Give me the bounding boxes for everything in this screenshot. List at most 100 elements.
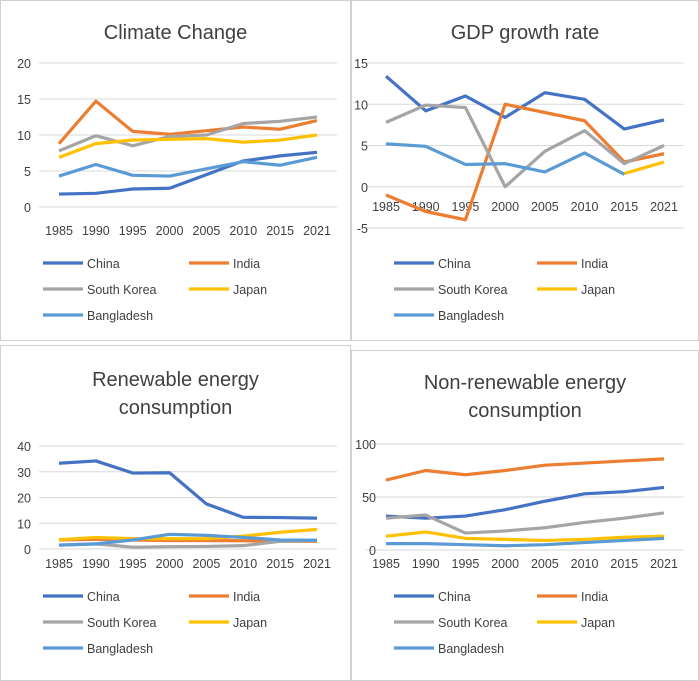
x-tick-label: 2010 <box>229 557 257 571</box>
series-line-china <box>58 150 318 196</box>
legend-item: India <box>537 257 608 271</box>
x-tick-label: 2005 <box>531 557 559 571</box>
x-tick-label: 2010 <box>571 557 599 571</box>
y-tick-label: 100 <box>355 438 376 452</box>
chart-svg: Renewable energy consumption 0 10 20 30 40 1985… <box>17 369 337 656</box>
x-tick-label: 2010 <box>229 224 257 238</box>
series-line-bangladesh <box>385 142 626 176</box>
legend-item: South Korea <box>43 616 157 630</box>
legend-item: Japan <box>189 283 267 297</box>
legend-label: Japan <box>581 616 615 630</box>
legend-label: India <box>233 590 260 604</box>
legend-label: China <box>438 257 471 271</box>
series-line-south-korea <box>385 511 665 535</box>
x-tick-label: 1990 <box>82 557 110 571</box>
legend-label: South Korea <box>438 616 508 630</box>
legend-item: India <box>189 590 260 604</box>
y-tick-label: 5 <box>361 140 368 154</box>
x-tick-label: 1995 <box>119 557 147 571</box>
series-line-japan <box>58 527 318 542</box>
y-tick-label: 0 <box>24 543 31 557</box>
series-line-japan <box>385 530 665 543</box>
y-tick-label: 15 <box>17 93 31 107</box>
x-tick-label: 2000 <box>491 200 519 214</box>
series-line-bangladesh <box>58 532 318 547</box>
y-tick-label: 0 <box>369 544 376 558</box>
x-tick-label: 2000 <box>156 224 184 238</box>
legend-item: Japan <box>537 283 615 297</box>
y-tick-label: 10 <box>354 98 368 112</box>
y-tick-label: 0 <box>24 201 31 215</box>
legend-label: India <box>581 590 608 604</box>
legend-item: Bangladesh <box>43 642 153 656</box>
legend-label: South Korea <box>87 616 157 630</box>
x-tick-label: 2015 <box>266 557 294 571</box>
y-tick-label: 15 <box>354 57 368 71</box>
x-tick-label: 1990 <box>412 200 440 214</box>
y-tick-label: -5 <box>357 222 368 236</box>
x-tick-label: 1985 <box>45 557 73 571</box>
y-tick-label: 30 <box>17 466 31 480</box>
chart-nonrenewable-energy: Non-renewable energy consumption 0 50 100 198… <box>351 350 699 681</box>
x-tick-label: 2005 <box>531 200 559 214</box>
x-tick-label: 1995 <box>452 200 480 214</box>
series-line-china <box>384 74 665 131</box>
y-tick-label: 50 <box>362 491 376 505</box>
legend-label: Japan <box>233 616 267 630</box>
x-tick-label: 2021 <box>303 557 331 571</box>
series-line-japan <box>58 133 318 159</box>
legend-label: South Korea <box>438 283 508 297</box>
x-tick-label: 1985 <box>45 224 73 238</box>
chart-renewable-energy: Renewable energy consumption 0 10 20 30 40 1985… <box>0 345 351 681</box>
x-tick-label: 1985 <box>372 557 400 571</box>
legend-label: Japan <box>581 283 615 297</box>
x-tick-label: 2015 <box>610 557 638 571</box>
x-tick-label: 2010 <box>571 200 599 214</box>
legend-item: India <box>537 590 608 604</box>
legend-label: Bangladesh <box>87 309 153 323</box>
legend-item: China <box>394 257 471 271</box>
legend-item: Bangladesh <box>43 309 153 323</box>
series-line-bangladesh <box>386 536 665 548</box>
chart-title: Non-renewable energy <box>424 372 626 394</box>
legend-item: South Korea <box>394 283 508 297</box>
x-tick-label: 1990 <box>412 557 440 571</box>
legend-item: Bangladesh <box>394 642 504 656</box>
series-line-bangladesh <box>58 155 318 178</box>
legend-item: South Korea <box>394 616 508 630</box>
series-line-china <box>58 459 318 520</box>
legend-item: Japan <box>537 616 615 630</box>
legend-label: South Korea <box>87 283 157 297</box>
chart-title: consumption <box>468 400 581 422</box>
x-tick-label: 2005 <box>193 557 221 571</box>
series-line-south-korea <box>58 115 318 153</box>
x-tick-label: 1990 <box>82 224 110 238</box>
y-tick-label: 40 <box>17 440 31 454</box>
y-tick-label: 10 <box>17 129 31 143</box>
legend-label: Bangladesh <box>87 642 153 656</box>
series-line-india <box>385 457 665 482</box>
legend-label: China <box>438 590 471 604</box>
legend-label: Japan <box>233 283 267 297</box>
legend-item: China <box>394 590 471 604</box>
x-tick-label: 2015 <box>610 200 638 214</box>
x-tick-label: 1995 <box>119 224 147 238</box>
chart-gdp-growth-rate: GDP growth rate -5 0 5 10 15 1985 1990 1995 2000 2… <box>351 0 699 341</box>
x-tick-label: 2015 <box>266 224 294 238</box>
legend-item: South Korea <box>43 283 157 297</box>
chart-svg: Climate Change 0 5 10 15 20 1985 1990 1995 2000 20… <box>17 22 337 323</box>
x-tick-label: 2021 <box>650 200 678 214</box>
chart-title: consumption <box>119 397 232 419</box>
x-tick-label: 2000 <box>156 557 184 571</box>
x-tick-label: 2000 <box>491 557 519 571</box>
x-tick-label: 2021 <box>303 224 331 238</box>
y-tick-label: 20 <box>17 492 31 506</box>
legend-item: China <box>43 257 120 271</box>
legend-label: China <box>87 590 120 604</box>
y-tick-label: 20 <box>17 57 31 71</box>
y-tick-label: 5 <box>24 165 31 179</box>
chart-climate-change: Climate Change 0 5 10 15 20 1985 1990 1995 2000 20… <box>0 0 351 341</box>
chart-title: Climate Change <box>104 22 247 44</box>
legend-label: Bangladesh <box>438 309 504 323</box>
legend-item: India <box>189 257 260 271</box>
